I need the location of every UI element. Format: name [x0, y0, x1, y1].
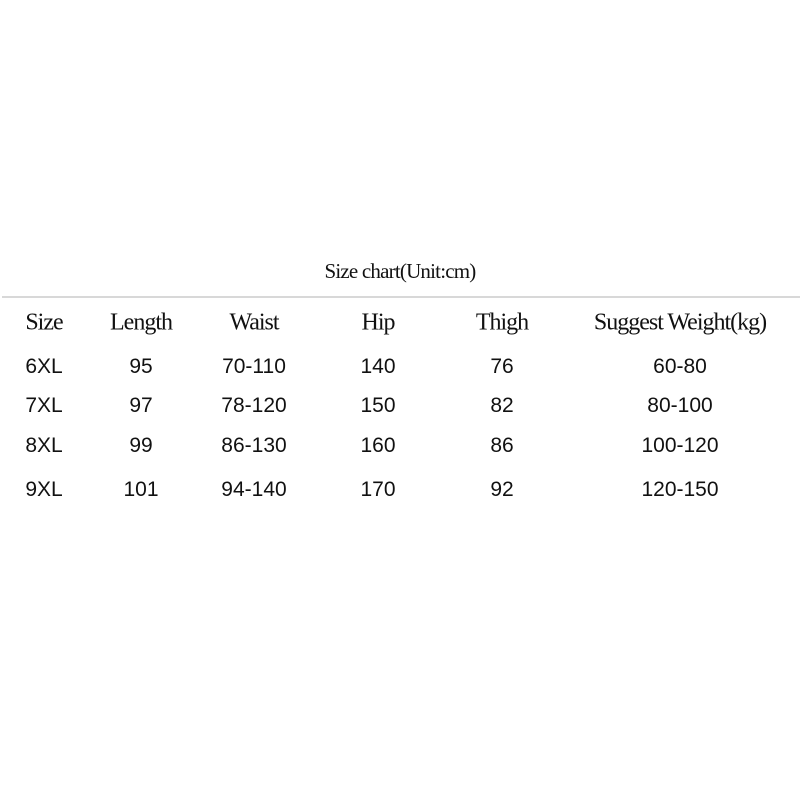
table-cell: 100-120 [641, 434, 719, 457]
table-cell: 95 [129, 355, 153, 378]
table-cell: 170 [360, 478, 396, 501]
chart-title: Size chart(Unit:cm) [324, 259, 477, 283]
table-cell: 86-130 [221, 434, 287, 457]
table-cell: 9XL [25, 478, 63, 501]
table-cell: 101 [123, 478, 159, 501]
table-cell: 8XL [25, 434, 63, 457]
table-cell: 78-120 [221, 394, 287, 417]
table-cell: 97 [129, 394, 153, 417]
table-cell: 60-80 [653, 355, 707, 378]
table-cell: 92 [490, 478, 514, 501]
column-header: Waist [229, 309, 279, 336]
table-cell: 82 [490, 394, 514, 417]
column-header: Suggest Weight(kg) [593, 309, 767, 336]
table-cell: 99 [129, 434, 153, 457]
table-cell: 150 [360, 394, 396, 417]
column-header: Hip [361, 309, 396, 336]
table-cell: 160 [360, 434, 396, 457]
table-cell: 70-110 [222, 355, 286, 378]
table-cell: 140 [360, 355, 396, 378]
table-cell: 86 [490, 434, 514, 457]
table-cell: 120-150 [641, 478, 719, 501]
table-cell: 7XL [25, 394, 63, 417]
divider [2, 296, 800, 298]
table-cell: 80-100 [647, 394, 713, 417]
table-cell: 76 [490, 355, 514, 378]
table-cell: 6XL [25, 355, 63, 378]
column-header: Thigh [475, 309, 529, 336]
column-header: Length [110, 309, 173, 336]
column-header: Size [25, 309, 63, 336]
table-cell: 94-140 [221, 478, 287, 501]
